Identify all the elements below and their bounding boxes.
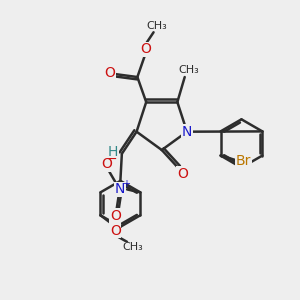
Text: N: N [115, 182, 125, 197]
Text: N: N [182, 125, 192, 139]
Text: CH₃: CH₃ [179, 65, 200, 75]
Text: H: H [108, 145, 118, 159]
Text: O: O [110, 224, 121, 238]
Text: O: O [140, 42, 151, 56]
Text: O: O [104, 66, 115, 80]
Text: CH₃: CH₃ [122, 242, 143, 252]
Text: +: + [122, 179, 130, 189]
Text: −: − [107, 153, 118, 166]
Text: O: O [177, 167, 188, 181]
Text: O: O [101, 158, 112, 171]
Text: O: O [110, 209, 121, 223]
Text: CH₃: CH₃ [146, 21, 167, 31]
Text: Br: Br [236, 154, 251, 168]
